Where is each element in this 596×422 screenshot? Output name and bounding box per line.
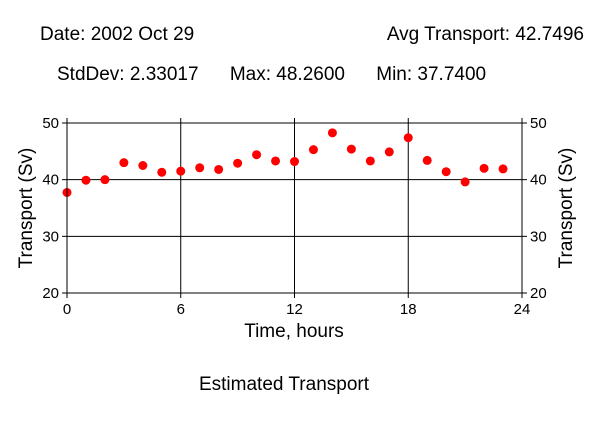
data-point <box>195 163 205 173</box>
data-point <box>81 175 91 185</box>
data-point <box>308 145 318 155</box>
data-point <box>214 164 224 174</box>
data-point <box>365 156 375 166</box>
data-point <box>176 166 186 176</box>
data-point <box>119 158 129 168</box>
data-point <box>290 157 299 167</box>
y-axis-label-left: Transport (Sv) <box>16 148 37 269</box>
data-point <box>460 177 470 187</box>
data-point <box>157 167 167 177</box>
x-axis-label: Time, hours <box>244 321 344 342</box>
data-point <box>422 155 432 165</box>
data-point <box>233 158 243 168</box>
grid <box>67 123 522 293</box>
data-point <box>138 161 148 170</box>
min-label: Min: 37.7400 <box>376 64 487 85</box>
data-point <box>346 144 356 154</box>
data-point <box>271 156 281 166</box>
data-point <box>100 175 110 185</box>
data-point <box>498 164 508 174</box>
x-tick-label: 6 <box>177 301 185 318</box>
y-axis-label-right: Transport (Sv) <box>556 148 577 269</box>
y-tick-label-right: 20 <box>530 285 547 302</box>
max-label: Max: 48.2600 <box>229 64 345 85</box>
data-point <box>441 167 451 177</box>
data-point <box>479 163 489 173</box>
data-point <box>252 150 262 160</box>
y-tick-label-left: 40 <box>42 172 59 189</box>
x-tick-label: 12 <box>286 301 303 318</box>
chart-title: Estimated Transport <box>198 374 370 395</box>
y-tick-label-right: 50 <box>530 115 547 132</box>
data-points <box>62 128 508 197</box>
y-tick-label-left: 20 <box>42 285 59 302</box>
avg-transport-label: Avg Transport: 42.7496 <box>386 24 584 45</box>
date-label: Date: 2002 Oct 29 <box>40 24 195 45</box>
data-point <box>403 133 413 143</box>
y-tick-label-left: 30 <box>42 228 59 245</box>
data-point <box>327 128 337 138</box>
x-tick-label: 24 <box>514 301 531 318</box>
x-tick-label: 18 <box>400 301 417 318</box>
stddev-label: StdDev: 2.33017 <box>57 64 199 85</box>
plot-frame <box>66 122 523 294</box>
data-point <box>384 147 394 157</box>
x-tick-label: 0 <box>63 301 71 318</box>
y-tick-label-right: 30 <box>530 228 547 245</box>
y-tick-label-left: 50 <box>42 115 59 132</box>
y-tick-label-right: 40 <box>530 172 547 189</box>
stats-row: StdDev: 2.33017 Max: 48.2600 Min: 37.740… <box>57 64 512 86</box>
